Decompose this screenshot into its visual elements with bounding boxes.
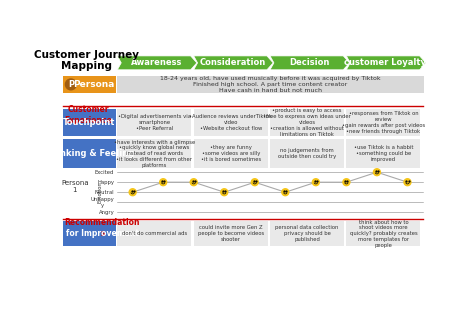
FancyBboxPatch shape (63, 76, 116, 93)
Text: no judgements from
outside then could try: no judgements from outside then could tr… (278, 148, 336, 159)
FancyBboxPatch shape (270, 109, 344, 136)
Circle shape (312, 179, 319, 186)
Circle shape (374, 169, 381, 176)
Text: Ideas for Improvement: Ideas for Improvement (40, 229, 139, 238)
Circle shape (221, 189, 228, 196)
FancyBboxPatch shape (194, 139, 268, 168)
Circle shape (343, 179, 350, 186)
Text: Persona
1: Persona 1 (61, 179, 89, 193)
FancyBboxPatch shape (118, 139, 191, 168)
Text: Consideration: Consideration (200, 58, 266, 67)
FancyBboxPatch shape (63, 109, 116, 136)
Text: Persona: Persona (73, 80, 115, 89)
Circle shape (129, 189, 136, 196)
FancyBboxPatch shape (270, 222, 344, 246)
FancyBboxPatch shape (63, 139, 116, 168)
Circle shape (404, 179, 411, 186)
Text: Angry: Angry (99, 210, 114, 215)
Polygon shape (194, 56, 273, 70)
Text: Touchpoint: Touchpoint (64, 118, 116, 127)
FancyBboxPatch shape (194, 109, 268, 136)
Text: could invite more Gen Z
people to become videos
shooter: could invite more Gen Z people to become… (198, 226, 264, 242)
FancyBboxPatch shape (270, 139, 344, 168)
FancyBboxPatch shape (346, 109, 420, 136)
FancyBboxPatch shape (63, 222, 116, 246)
Circle shape (282, 189, 289, 196)
Text: •have interests with a glimpse
•quickly know global news
instead of read words
•: •have interests with a glimpse •quickly … (114, 139, 195, 168)
Circle shape (65, 79, 76, 90)
Text: Emotion: Emotion (98, 181, 103, 203)
Text: Unhappy
y: Unhappy y (91, 197, 114, 207)
Text: Thinking & Feeling: Thinking & Feeling (45, 149, 134, 158)
Text: Decision: Decision (289, 58, 329, 67)
FancyBboxPatch shape (346, 222, 420, 246)
FancyBboxPatch shape (118, 76, 424, 93)
Text: •responses from Tiktok on
review
•gain rewards after post videos
•new friends th: •responses from Tiktok on review •gain r… (342, 111, 425, 134)
Polygon shape (270, 56, 349, 70)
Text: Customer Journey
Mapping: Customer Journey Mapping (34, 50, 139, 71)
FancyBboxPatch shape (194, 222, 268, 246)
Text: •product is easy to access
•free to express own ideas under
videos
•creation is : •product is easy to access •free to expr… (263, 109, 351, 137)
Text: P: P (68, 80, 74, 89)
Text: Customer
Experience: Customer Experience (64, 105, 112, 124)
Text: •they are funny
•some videos are silly
•it is bored sometimes: •they are funny •some videos are silly •… (201, 145, 261, 162)
Text: •Digital advertisements via
smartphone
•Peer Referral: •Digital advertisements via smartphone •… (118, 114, 191, 131)
Text: don't do commercial ads: don't do commercial ads (122, 231, 187, 236)
Text: 18-24 years old, have used musically before it was acquired by Tiktok
Finished h: 18-24 years old, have used musically bef… (160, 76, 380, 93)
FancyBboxPatch shape (118, 222, 191, 246)
Text: Awareness: Awareness (131, 58, 182, 67)
Circle shape (190, 179, 197, 186)
FancyBboxPatch shape (118, 109, 191, 136)
Text: personal data collection
privacy should be
published: personal data collection privacy should … (275, 226, 339, 242)
Text: Happy: Happy (97, 180, 114, 185)
Text: customer Loyalty: customer Loyalty (344, 58, 426, 67)
Polygon shape (346, 56, 426, 70)
FancyBboxPatch shape (346, 139, 420, 168)
Polygon shape (118, 56, 197, 70)
Text: think about how to
shoot videos more
quickly? probably creates
more templates fo: think about how to shoot videos more qui… (349, 220, 417, 248)
Text: •use Tiktok is a habbit
•something could be
improved: •use Tiktok is a habbit •something could… (354, 145, 413, 162)
Text: Recommendation
s: Recommendation s (64, 218, 140, 238)
Circle shape (251, 179, 258, 186)
Text: Excited: Excited (95, 170, 114, 175)
Text: Neutral: Neutral (95, 190, 114, 195)
Text: •Audience reviews underTiktok
video
•Website checkout flow: •Audience reviews underTiktok video •Web… (189, 114, 272, 131)
Circle shape (160, 179, 167, 186)
